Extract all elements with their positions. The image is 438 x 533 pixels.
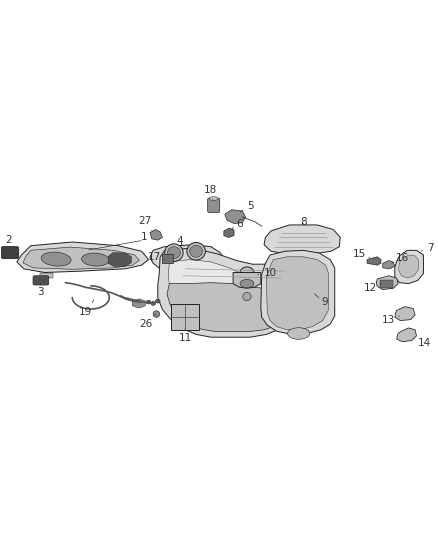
Polygon shape [224, 228, 234, 237]
Ellipse shape [155, 300, 160, 303]
Polygon shape [233, 272, 261, 288]
Polygon shape [40, 272, 53, 278]
Polygon shape [225, 209, 246, 223]
Ellipse shape [288, 328, 310, 340]
Polygon shape [383, 261, 395, 269]
Text: 7: 7 [427, 243, 434, 253]
Ellipse shape [165, 244, 183, 261]
Text: 11: 11 [178, 333, 192, 343]
Text: 13: 13 [381, 314, 395, 325]
Text: 2: 2 [5, 235, 12, 245]
Ellipse shape [190, 245, 203, 257]
Ellipse shape [167, 247, 180, 259]
Text: 17: 17 [148, 252, 161, 262]
Polygon shape [376, 276, 398, 289]
Polygon shape [132, 299, 145, 308]
Text: 9: 9 [322, 297, 328, 307]
Text: 1: 1 [141, 232, 147, 243]
Polygon shape [261, 251, 335, 334]
Text: 10: 10 [264, 268, 277, 278]
Ellipse shape [187, 243, 205, 260]
FancyBboxPatch shape [208, 198, 220, 213]
Text: 27: 27 [139, 216, 152, 227]
Text: 19: 19 [78, 306, 92, 317]
Ellipse shape [209, 197, 218, 200]
Polygon shape [167, 282, 289, 332]
Polygon shape [266, 257, 328, 330]
Polygon shape [23, 247, 139, 269]
Ellipse shape [240, 279, 254, 288]
FancyBboxPatch shape [171, 304, 199, 330]
Ellipse shape [41, 252, 71, 266]
Text: 15: 15 [353, 249, 366, 259]
Polygon shape [397, 328, 417, 342]
Text: 18: 18 [204, 185, 218, 195]
Ellipse shape [151, 302, 155, 305]
FancyBboxPatch shape [381, 280, 393, 288]
Polygon shape [395, 306, 415, 320]
Polygon shape [150, 230, 162, 240]
Polygon shape [367, 257, 381, 265]
Polygon shape [168, 260, 290, 321]
FancyBboxPatch shape [162, 254, 173, 263]
Text: 6: 6 [237, 219, 243, 229]
Ellipse shape [240, 267, 254, 278]
Text: 5: 5 [247, 201, 254, 212]
Polygon shape [108, 253, 131, 266]
Text: 26: 26 [140, 319, 153, 329]
FancyBboxPatch shape [33, 276, 49, 285]
Text: 16: 16 [396, 253, 409, 263]
Polygon shape [158, 248, 298, 337]
Text: 4: 4 [176, 236, 183, 246]
FancyBboxPatch shape [1, 247, 19, 259]
Polygon shape [150, 245, 225, 273]
Text: 3: 3 [38, 287, 44, 297]
Polygon shape [399, 255, 419, 278]
Polygon shape [17, 242, 148, 272]
Ellipse shape [153, 311, 159, 317]
Ellipse shape [243, 293, 251, 301]
Ellipse shape [146, 300, 151, 304]
Polygon shape [395, 251, 424, 284]
Ellipse shape [81, 253, 109, 266]
Polygon shape [264, 225, 340, 254]
Text: 14: 14 [418, 338, 431, 348]
Text: 8: 8 [300, 217, 307, 227]
Text: 12: 12 [364, 283, 377, 293]
